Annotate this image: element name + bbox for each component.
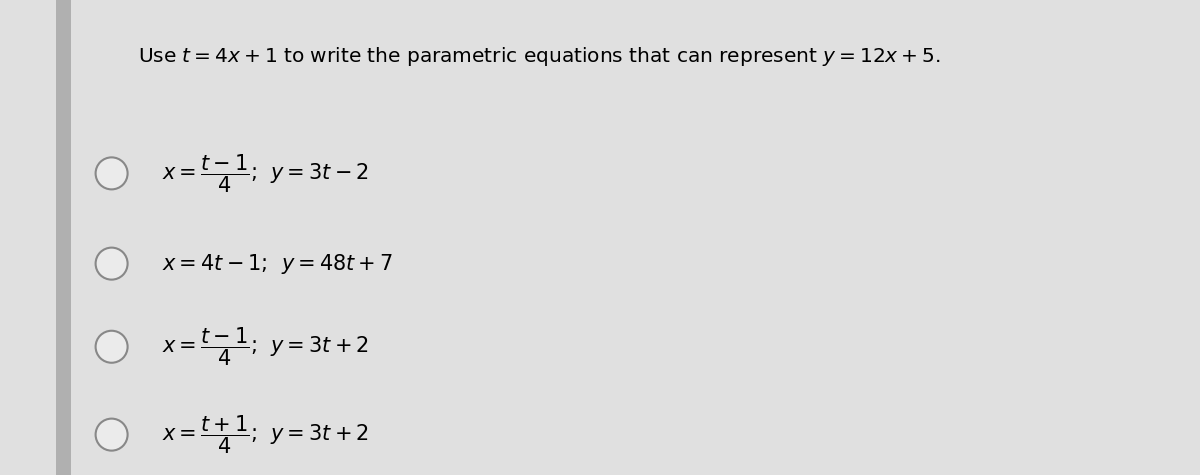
Text: $x = 4t - 1$;  $y = 48t + 7$: $x = 4t - 1$; $y = 48t + 7$ — [162, 252, 394, 275]
Text: Use $t = 4x + 1$ to write the parametric equations that can represent $y = 12x +: Use $t = 4x + 1$ to write the parametric… — [138, 46, 941, 68]
Ellipse shape — [96, 418, 127, 451]
Text: $x = \dfrac{t-1}{4}$;  $y = 3t - 2$: $x = \dfrac{t-1}{4}$; $y = 3t - 2$ — [162, 152, 368, 195]
Text: $x = \dfrac{t-1}{4}$;  $y = 3t + 2$: $x = \dfrac{t-1}{4}$; $y = 3t + 2$ — [162, 325, 368, 368]
Text: $x = \dfrac{t+1}{4}$;  $y = 3t + 2$: $x = \dfrac{t+1}{4}$; $y = 3t + 2$ — [162, 413, 368, 456]
Ellipse shape — [96, 331, 127, 363]
Ellipse shape — [96, 247, 127, 280]
FancyBboxPatch shape — [56, 0, 71, 475]
Ellipse shape — [96, 157, 127, 190]
